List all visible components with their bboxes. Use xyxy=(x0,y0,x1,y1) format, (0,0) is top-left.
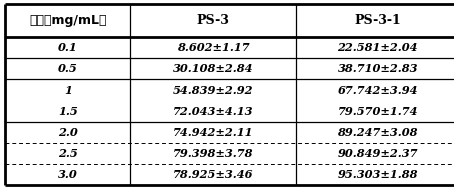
Bar xyxy=(5,143,130,164)
Text: 74.942±2.11: 74.942±2.11 xyxy=(173,127,253,138)
Text: 8.602±1.17: 8.602±1.17 xyxy=(177,42,249,53)
Bar xyxy=(5,164,130,185)
Bar xyxy=(5,37,130,58)
Bar xyxy=(296,37,454,58)
Text: PS-3: PS-3 xyxy=(197,14,230,27)
Text: 54.839±2.92: 54.839±2.92 xyxy=(173,84,253,96)
Bar xyxy=(296,58,454,79)
Bar xyxy=(296,122,454,143)
Bar xyxy=(5,80,130,101)
Bar xyxy=(130,4,296,37)
Text: 38.710±2.83: 38.710±2.83 xyxy=(337,63,418,74)
Text: 30.108±2.84: 30.108±2.84 xyxy=(173,63,253,74)
Text: PS-3-1: PS-3-1 xyxy=(355,14,401,27)
Text: 22.581±2.04: 22.581±2.04 xyxy=(337,42,418,53)
Text: 1.5: 1.5 xyxy=(58,106,78,117)
Text: 67.742±3.94: 67.742±3.94 xyxy=(337,84,418,96)
Text: 79.398±3.78: 79.398±3.78 xyxy=(173,148,253,159)
Bar xyxy=(296,101,454,122)
Bar xyxy=(296,164,454,185)
Bar xyxy=(5,101,130,122)
Text: 0.5: 0.5 xyxy=(58,63,78,74)
Text: 90.849±2.37: 90.849±2.37 xyxy=(337,148,418,159)
Text: 78.925±3.46: 78.925±3.46 xyxy=(173,169,253,180)
Bar xyxy=(130,58,296,79)
Bar xyxy=(296,143,454,164)
Text: 2.5: 2.5 xyxy=(58,148,78,159)
Text: 95.303±1.88: 95.303±1.88 xyxy=(337,169,418,180)
Bar xyxy=(130,37,296,58)
Text: 1: 1 xyxy=(64,84,72,96)
Bar xyxy=(130,101,296,122)
Bar xyxy=(130,122,296,143)
Text: 72.043±4.13: 72.043±4.13 xyxy=(173,106,253,117)
Text: 3.0: 3.0 xyxy=(58,169,78,180)
Bar xyxy=(296,80,454,101)
Bar xyxy=(130,164,296,185)
Text: 浓度（mg/mL）: 浓度（mg/mL） xyxy=(29,14,107,27)
Bar xyxy=(296,4,454,37)
Text: 89.247±3.08: 89.247±3.08 xyxy=(337,127,418,138)
Bar xyxy=(130,143,296,164)
Text: 0.1: 0.1 xyxy=(58,42,78,53)
Bar xyxy=(5,122,130,143)
Bar xyxy=(5,4,130,37)
Text: 79.570±1.74: 79.570±1.74 xyxy=(337,106,418,117)
Text: 2.0: 2.0 xyxy=(58,127,78,138)
Bar xyxy=(5,58,130,79)
Bar xyxy=(130,80,296,101)
